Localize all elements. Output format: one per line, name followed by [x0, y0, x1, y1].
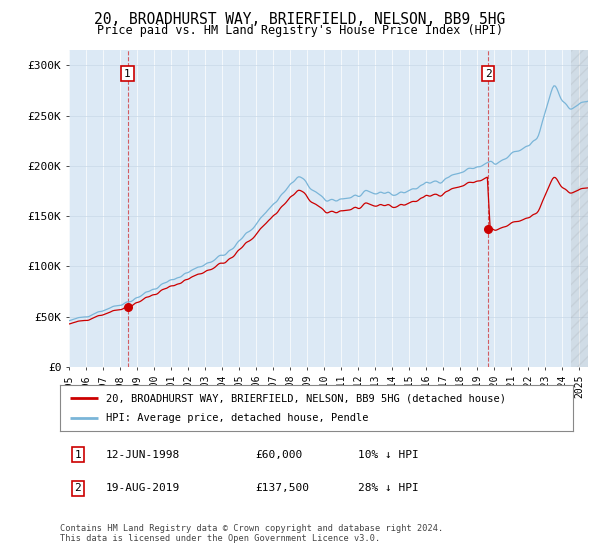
Text: 12-JUN-1998: 12-JUN-1998: [106, 450, 181, 460]
Text: 1: 1: [74, 450, 82, 460]
Text: 1: 1: [124, 68, 131, 78]
Text: Price paid vs. HM Land Registry's House Price Index (HPI): Price paid vs. HM Land Registry's House …: [97, 24, 503, 37]
Text: 2: 2: [485, 68, 491, 78]
Text: Contains HM Land Registry data © Crown copyright and database right 2024.
This d: Contains HM Land Registry data © Crown c…: [60, 524, 443, 543]
Text: 10% ↓ HPI: 10% ↓ HPI: [358, 450, 418, 460]
Text: 20, BROADHURST WAY, BRIERFIELD, NELSON, BB9 5HG (detached house): 20, BROADHURST WAY, BRIERFIELD, NELSON, …: [106, 393, 506, 403]
Text: £60,000: £60,000: [255, 450, 302, 460]
Text: 28% ↓ HPI: 28% ↓ HPI: [358, 483, 418, 493]
Text: 19-AUG-2019: 19-AUG-2019: [106, 483, 181, 493]
Text: 2: 2: [74, 483, 82, 493]
Text: £137,500: £137,500: [255, 483, 309, 493]
Text: HPI: Average price, detached house, Pendle: HPI: Average price, detached house, Pend…: [106, 413, 368, 423]
Text: 20, BROADHURST WAY, BRIERFIELD, NELSON, BB9 5HG: 20, BROADHURST WAY, BRIERFIELD, NELSON, …: [94, 12, 506, 27]
